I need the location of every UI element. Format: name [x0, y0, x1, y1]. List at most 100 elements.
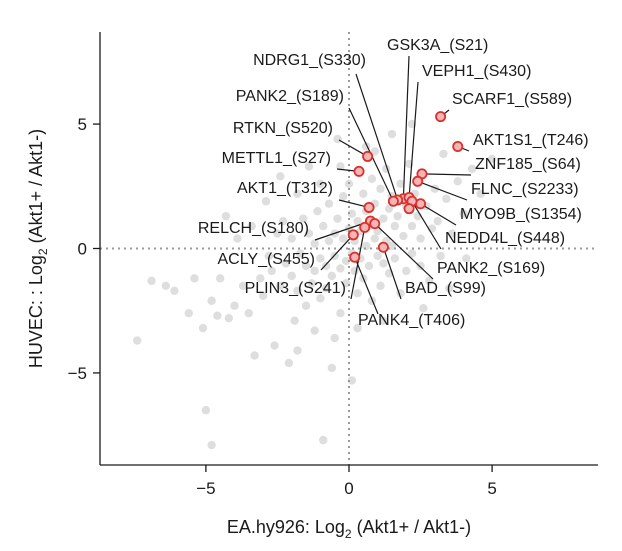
leader-line: [355, 73, 399, 201]
leader-line: [374, 223, 434, 280]
leader-line: [411, 200, 442, 250]
leader-line: [350, 227, 366, 300]
background-point: [424, 276, 434, 286]
leader-line: [421, 173, 472, 176]
x-tick-label: 0: [344, 479, 353, 498]
x-tick-label: −5: [196, 479, 215, 498]
highlighted-point: [387, 195, 399, 207]
background-point: [459, 209, 468, 218]
highlighted-point: [347, 229, 359, 241]
background-point: [373, 251, 382, 261]
background-point: [336, 264, 345, 273]
background-point: [379, 316, 388, 325]
background-point: [364, 261, 374, 271]
background-point: [293, 286, 302, 296]
background-point: [170, 286, 179, 296]
background-point: [327, 363, 337, 373]
background-point: [393, 211, 402, 221]
background-point: [336, 162, 345, 171]
background-point: [299, 214, 308, 223]
background-point: [301, 301, 311, 310]
annotation-label: VEPH1_(S430): [422, 63, 531, 80]
background-point: [487, 154, 497, 164]
background-point: [256, 274, 265, 283]
background-point: [316, 179, 325, 188]
background-point: [281, 259, 291, 268]
background-point: [247, 221, 256, 231]
highlighted-point: [362, 150, 374, 162]
background-point: [270, 341, 279, 350]
annotation-label: ACLY_(S455): [217, 251, 315, 268]
background-point: [276, 281, 285, 291]
leader-line: [420, 203, 457, 226]
background-point: [416, 234, 425, 243]
y-tick-label: 5: [78, 115, 87, 134]
annotation-label: PANK2_(S169): [437, 260, 545, 277]
background-point: [276, 172, 285, 181]
background-point: [258, 291, 268, 300]
annotation-label: SCARF1_(S589): [452, 91, 572, 108]
leader-line: [408, 81, 419, 198]
annotation-label: AKT1_(T312): [237, 180, 333, 197]
x-tick-label: 5: [487, 479, 496, 498]
annotation-label: BAD_(S99): [405, 280, 486, 297]
background-point: [147, 276, 156, 286]
background-point: [353, 216, 362, 226]
background-point: [353, 289, 362, 298]
background-point: [359, 189, 368, 198]
background-point: [453, 177, 462, 186]
background-point: [301, 261, 311, 271]
axes: −5 0 5 −5 0 5: [68, 32, 598, 498]
background-point: [407, 221, 417, 231]
background-point: [213, 311, 222, 320]
background-point: [201, 406, 211, 415]
background-point: [310, 326, 319, 335]
background-point: [347, 209, 357, 218]
background-point: [339, 192, 348, 201]
background-point: [402, 266, 411, 276]
highlighted-point: [359, 221, 371, 233]
background-point: [296, 249, 305, 258]
highlighted-point: [349, 251, 361, 263]
background-point: [233, 234, 242, 243]
background-point: [310, 239, 319, 248]
background-point: [433, 216, 442, 226]
annotation-label: NDRG1_(S330): [253, 52, 366, 69]
background-point: [207, 296, 216, 305]
background-point: [347, 376, 357, 385]
background-point: [384, 204, 394, 213]
leader-line: [320, 234, 354, 271]
highlighted-point: [369, 218, 381, 230]
background-point: [304, 229, 314, 238]
background-point: [224, 313, 233, 323]
annotation-label: GSK3A_(S21): [387, 37, 488, 54]
background-point: [336, 309, 345, 318]
background-point: [390, 254, 399, 263]
background-point: [190, 274, 199, 283]
background-point: [321, 261, 331, 271]
background-point: [319, 435, 328, 445]
background-point: [133, 336, 142, 345]
background-point: [293, 346, 302, 355]
background-point: [319, 221, 328, 231]
y-tick-label: 0: [78, 240, 87, 259]
annotation-labels: GSK3A_(S21) NDRG1_(S330) VEPH1_(S430) PANK2…: [198, 37, 589, 329]
highlighted-point: [363, 201, 375, 213]
highlighted-point: [403, 203, 415, 215]
background-point: [184, 309, 193, 318]
background-point: [313, 206, 322, 216]
highlighted-point: [452, 140, 464, 152]
background-point: [330, 333, 339, 343]
background-point: [399, 231, 408, 241]
background-point: [273, 229, 282, 238]
background-point: [307, 279, 316, 288]
background-point: [333, 214, 342, 223]
background-point: [396, 179, 405, 188]
background-point: [376, 184, 385, 193]
background-point: [447, 229, 457, 238]
background-point: [407, 249, 417, 258]
background-point: [462, 254, 471, 263]
background-point: [436, 251, 445, 261]
background-point: [221, 211, 231, 221]
